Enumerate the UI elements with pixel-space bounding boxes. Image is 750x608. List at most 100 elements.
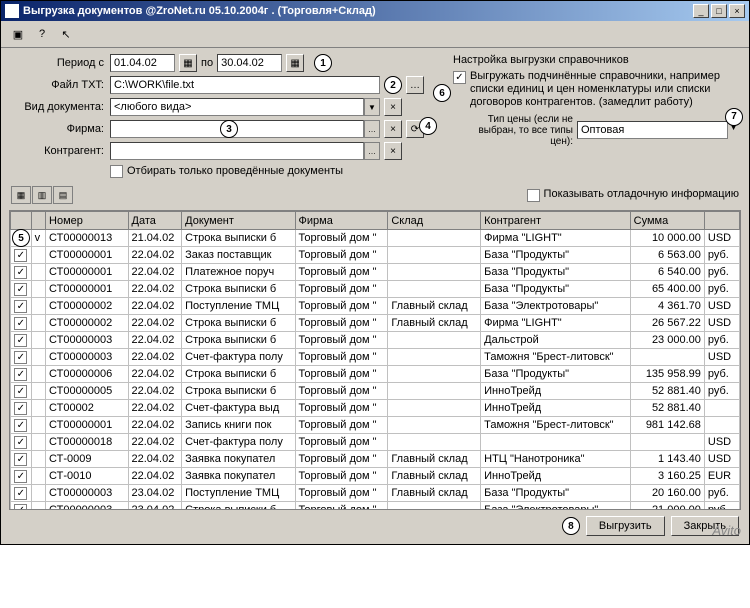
document-grid[interactable]: 5 НомерДатаДокументФирмаСкладКонтрагентС… xyxy=(9,210,741,510)
export-button[interactable]: Выгрузить xyxy=(586,516,665,536)
show-debug-checkbox[interactable] xyxy=(527,189,540,202)
row-checkbox[interactable]: ✓ xyxy=(14,266,27,279)
table-row[interactable]: ✓СТ0000001822.04.02Счет-фактура полуТорг… xyxy=(11,434,740,451)
file-input[interactable] xyxy=(110,76,380,94)
table-row[interactable]: ✓СТ0000222.04.02Счет-фактура выдТорговый… xyxy=(11,400,740,417)
doctype-input[interactable] xyxy=(110,98,364,116)
row-warehouse xyxy=(388,247,481,264)
toolbar-save-icon[interactable]: ▣ xyxy=(9,25,27,43)
table-row[interactable]: ✓СТ0000000322.04.02Строка выписки бТорго… xyxy=(11,332,740,349)
row-document: Счет-фактура полу xyxy=(182,434,295,451)
table-row[interactable]: ✓СТ0000000323.04.02Поступление ТМЦТоргов… xyxy=(11,485,740,502)
row-checkbox[interactable]: ✓ xyxy=(14,283,27,296)
row-checkbox[interactable]: ✓ xyxy=(14,351,27,364)
row-contragent: ИнноТрейд xyxy=(481,468,631,485)
toolbar-pointer-icon[interactable]: ↖ xyxy=(57,25,75,43)
toolbar: ▣ ? ↖ xyxy=(1,21,749,48)
callout-5: 5 xyxy=(12,229,30,247)
period-label: Период с xyxy=(11,57,106,69)
row-firm: Торговый дом " xyxy=(295,434,388,451)
minimize-button[interactable]: _ xyxy=(693,4,709,18)
row-contragent: ИнноТрейд xyxy=(481,383,631,400)
row-posted-flag xyxy=(31,434,45,451)
row-sum: 3 160.25 xyxy=(630,468,704,485)
grid-col-header[interactable]: Склад xyxy=(388,212,481,230)
row-currency: руб. xyxy=(704,383,739,400)
grid-mode-3-button[interactable]: ▤ xyxy=(53,186,73,204)
period-to-calendar-icon[interactable]: ▦ xyxy=(286,54,304,72)
row-posted-flag xyxy=(31,366,45,383)
row-checkbox[interactable]: ✓ xyxy=(14,334,27,347)
grid-col-header[interactable]: Номер xyxy=(46,212,128,230)
row-checkbox[interactable]: ✓ xyxy=(14,487,27,500)
form-area: Период с ▦ по ▦ 1 Файл TXT: 2 … Вид доку… xyxy=(1,48,749,184)
row-document: Заявка покупател xyxy=(182,451,295,468)
table-row[interactable]: ✓СТ0000000122.04.02Платежное поручТоргов… xyxy=(11,264,740,281)
row-document: Строка выписки б xyxy=(182,502,295,511)
grid-mode-1-button[interactable]: ▦ xyxy=(11,186,31,204)
grid-col-header[interactable] xyxy=(704,212,739,230)
table-row[interactable]: ✓СТ0000000222.04.02Строка выписки бТорго… xyxy=(11,315,740,332)
firm-clear-button[interactable]: × xyxy=(384,120,402,138)
table-row[interactable]: ✓СТ0000000122.04.02Запись книги покТорго… xyxy=(11,417,740,434)
price-combo[interactable]: ▼ xyxy=(577,121,739,139)
table-row[interactable]: ✓vСТ0000001321.04.02Строка выписки бТорг… xyxy=(11,230,740,247)
row-checkbox[interactable]: ✓ xyxy=(14,249,27,262)
maximize-button[interactable]: □ xyxy=(711,4,727,18)
row-checkbox[interactable]: ✓ xyxy=(14,300,27,313)
grid-col-header[interactable]: Сумма xyxy=(630,212,704,230)
table-row[interactable]: ✓СТ0000000122.04.02Строка выписки бТорго… xyxy=(11,281,740,298)
toolbar-help-icon[interactable]: ? xyxy=(33,25,51,43)
refresh-button[interactable]: ⟳ 4 xyxy=(406,120,424,138)
firm-browse-button[interactable]: … xyxy=(364,120,380,138)
table-row[interactable]: ✓СТ-000922.04.02Заявка покупателТорговый… xyxy=(11,451,740,468)
row-checkbox[interactable]: ✓ xyxy=(14,317,27,330)
callout-4: 4 xyxy=(419,117,437,135)
doctype-combo[interactable]: ▼ xyxy=(110,98,380,116)
period-from-input[interactable] xyxy=(110,54,175,72)
grid-col-header[interactable] xyxy=(31,212,45,230)
row-checkbox[interactable]: ✓ xyxy=(14,419,27,432)
table-row[interactable]: ✓СТ0000000522.04.02Строка выписки бТорго… xyxy=(11,383,740,400)
doctype-dropdown-icon[interactable]: ▼ xyxy=(364,98,380,116)
grid-col-header[interactable]: Контрагент xyxy=(481,212,631,230)
only-posted-checkbox[interactable] xyxy=(110,165,123,178)
grid-col-header[interactable] xyxy=(11,212,32,230)
row-checkbox[interactable]: ✓ xyxy=(14,436,27,449)
footer: 8 Выгрузить Закрыть xyxy=(1,512,749,544)
row-checkbox[interactable]: ✓ xyxy=(14,385,27,398)
table-row[interactable]: ✓СТ0000000622.04.02Строка выписки бТорго… xyxy=(11,366,740,383)
close-button[interactable]: × xyxy=(729,4,745,18)
row-contragent: База "Электротовары" xyxy=(481,502,631,511)
contragent-combo[interactable]: … xyxy=(110,142,380,160)
row-checkbox[interactable]: ✓ xyxy=(14,402,27,415)
row-checkbox[interactable]: ✓ xyxy=(14,368,27,381)
export-sub-checkbox[interactable]: ✓ xyxy=(453,71,466,84)
table-row[interactable]: ✓СТ0000000322.04.02Счет-фактура полуТорг… xyxy=(11,349,740,366)
contragent-clear-button[interactable]: × xyxy=(384,142,402,160)
row-checkbox[interactable]: ✓ xyxy=(14,453,27,466)
callout-8: 8 xyxy=(562,517,580,535)
grid-mode-2-button[interactable]: ▥ xyxy=(32,186,52,204)
file-label: Файл TXT: xyxy=(11,79,106,91)
contragent-browse-button[interactable]: … xyxy=(364,142,380,160)
row-sum: 1 143.40 xyxy=(630,451,704,468)
table-row[interactable]: ✓СТ0000000122.04.02Заказ поставщикТоргов… xyxy=(11,247,740,264)
table-row[interactable]: ✓СТ0000000323.04.02Строка выписки бТорго… xyxy=(11,502,740,511)
row-checkbox[interactable]: ✓ xyxy=(14,504,27,511)
grid-col-header[interactable]: Фирма xyxy=(295,212,388,230)
grid-col-header[interactable]: Документ xyxy=(182,212,295,230)
doctype-clear-button[interactable]: × xyxy=(384,98,402,116)
table-row[interactable]: ✓СТ-001022.04.02Заявка покупателТорговый… xyxy=(11,468,740,485)
row-checkbox[interactable]: ✓ xyxy=(14,470,27,483)
contragent-input[interactable] xyxy=(110,142,364,160)
table-row[interactable]: ✓СТ0000000222.04.02Поступление ТМЦТоргов… xyxy=(11,298,740,315)
period-to-input[interactable] xyxy=(217,54,282,72)
show-debug-row: Показывать отладочную информацию xyxy=(527,188,739,202)
file-browse-button[interactable]: … xyxy=(406,76,424,94)
row-document: Заявка покупател xyxy=(182,468,295,485)
price-input[interactable] xyxy=(577,121,728,139)
firm-combo[interactable]: 3 … xyxy=(110,120,380,138)
period-from-calendar-icon[interactable]: ▦ xyxy=(179,54,197,72)
grid-col-header[interactable]: Дата xyxy=(128,212,182,230)
